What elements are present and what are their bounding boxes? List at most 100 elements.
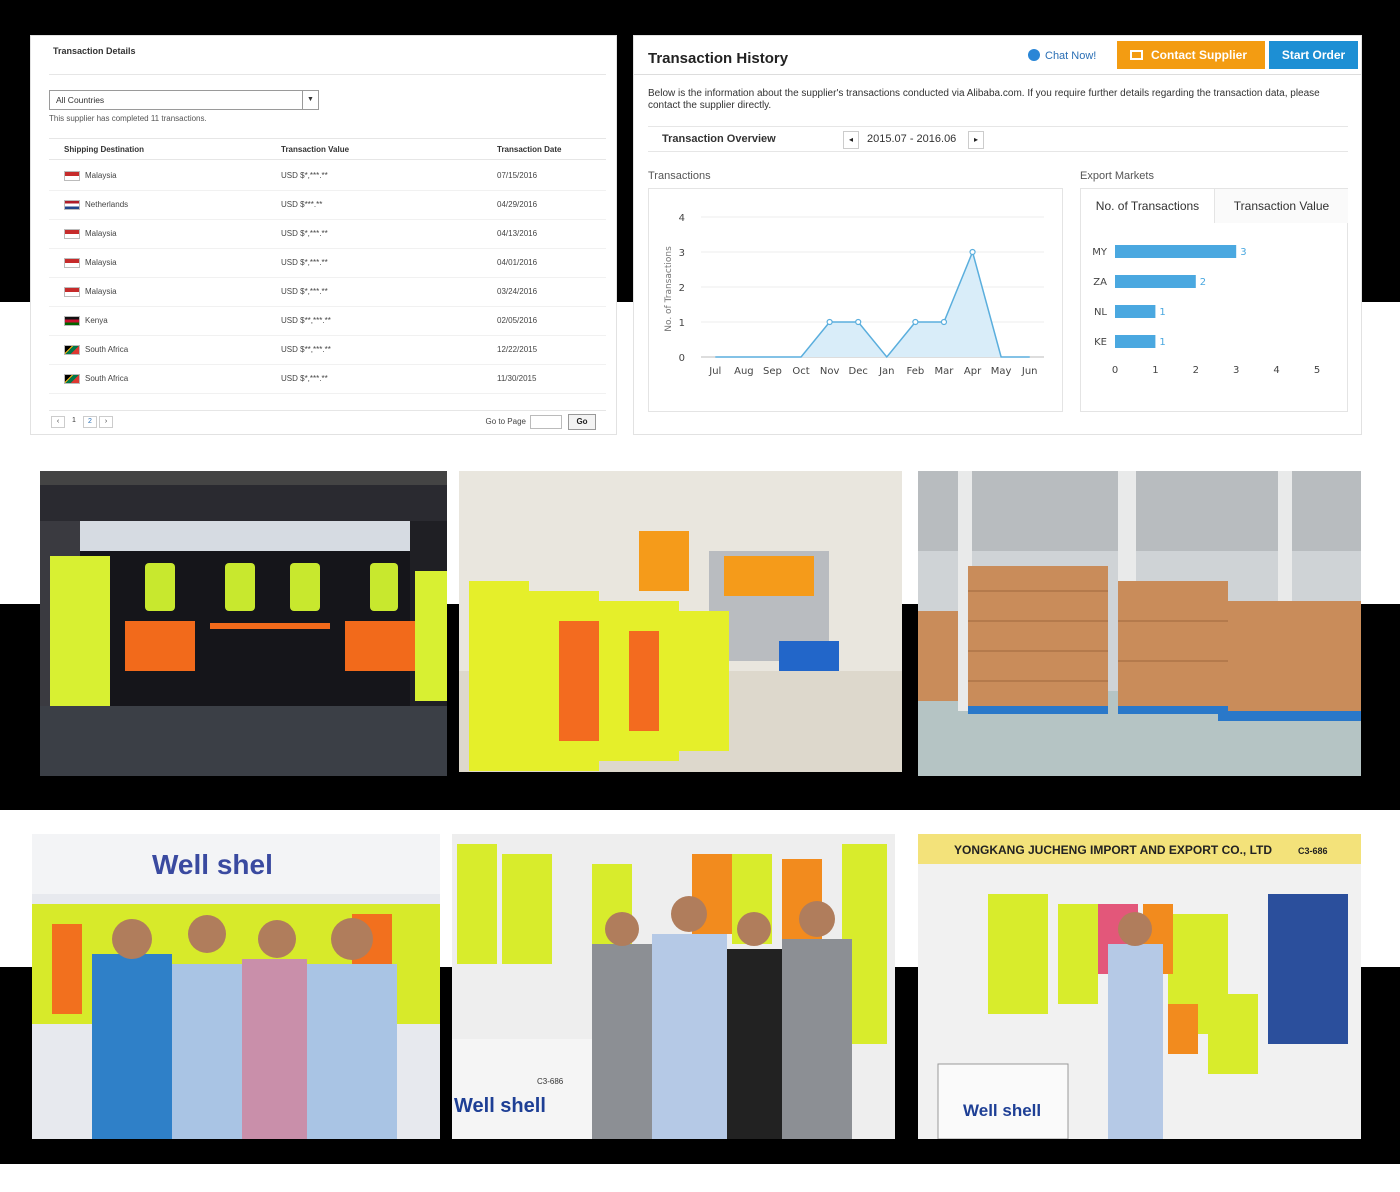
transaction-details-panel: Transaction Details All Countries ▼ This… [30,35,617,435]
overview-label: Transaction Overview [662,133,776,145]
country-select[interactable]: All Countries ▼ [49,90,319,110]
x-tick-label: 1 [1152,365,1158,376]
cell-value: USD $*,***.** [281,229,328,238]
history-title: Transaction History [648,50,789,67]
x-tick-label: Jan [878,366,894,377]
cell-date: 02/05/2016 [497,316,538,325]
tab-no-of-transactions[interactable]: No. of Transactions [1081,189,1214,223]
company-banner: YONGKANG JUCHENG IMPORT AND EXPORT CO., … [954,843,1272,857]
booth-sign-2: Well shell [454,1095,546,1117]
flag-my-icon [64,171,80,181]
cell-country: Netherlands [85,200,129,209]
cell-value: USD $*,***.** [281,374,328,383]
category-label: KE [1094,337,1107,348]
cell-date: 04/29/2016 [497,200,538,209]
x-tick-label: Jun [1021,366,1038,377]
cell-value: USD $**,***.** [281,316,331,325]
range-prev-button[interactable]: ◂ [843,131,859,149]
flag-my-icon [64,287,80,297]
cell-value: USD $**,***.** [281,345,331,354]
booth-photo-2: Well shell C3-686 [452,834,895,1139]
x-tick-label: 0 [1112,365,1118,376]
start-order-button[interactable]: Start Order [1269,41,1358,69]
go-button[interactable]: Go [568,414,596,430]
page-number-input[interactable] [530,415,562,429]
column-header-date[interactable]: Transaction Date [497,145,562,154]
y-axis-label: No. of Transactions [664,246,674,332]
cell-date: 04/13/2016 [497,229,538,238]
data-label: 1 [1159,337,1165,348]
cell-date: 07/15/2016 [497,171,538,180]
cell-value: USD $*,***.** [281,171,328,180]
chat-now-link[interactable]: Chat Now! [1028,49,1096,62]
table-row: Netherlands USD $***.** 04/29/2016 [49,191,606,220]
transactions-chart-box: 0 1 2 3 4 No. of Transactions Jul Aug Sep Oct Nov D… [648,188,1063,412]
cell-date: 04/01/2016 [497,258,538,267]
table-row: Kenya USD $**,***.** 02/05/2016 [49,307,606,336]
panel-title: Transaction Details [53,46,136,56]
country-select-value: All Countries [56,95,105,105]
divider [634,74,1361,75]
cell-date: 11/30/2015 [497,374,537,383]
x-tick-label: Nov [820,366,840,377]
table-header: Shipping Destination Transaction Value T… [49,138,606,160]
chat-icon [1028,49,1040,61]
column-header-value[interactable]: Transaction Value [281,145,350,154]
cell-country: Malaysia [85,229,117,238]
prev-page-button[interactable]: ‹ [51,416,65,428]
x-tick-label: Sep [763,366,782,377]
contact-supplier-label: Contact Supplier [1151,48,1248,62]
x-tick-label: May [991,366,1012,377]
bar [1115,335,1156,348]
export-markets-chart-box: No. of Transactions Transaction Value MY… [1080,188,1348,412]
cell-country: Malaysia [85,287,117,296]
table-row: Malaysia USD $*,***.** 04/13/2016 [49,220,606,249]
go-to-page-label: Go to Page [485,417,526,426]
data-point [969,248,976,256]
page-2-link[interactable]: 2 [83,416,97,428]
export-markets-bar-chart: MY 3 ZA 2 NL 1 KE 1 0 1 2 3 4 5 [1092,245,1320,376]
flag-my-icon [64,229,80,239]
data-point [940,318,948,326]
y-tick-label: 4 [679,213,685,224]
data-point [826,318,833,326]
category-label: NL [1094,307,1107,318]
table-row: South Africa USD $*,***.** 11/30/2015 [49,365,606,394]
booth-number-2: C3-686 [537,1077,564,1086]
cell-country: South Africa [85,345,129,354]
contact-supplier-button[interactable]: Contact Supplier [1117,41,1265,69]
date-range: 2015.07 - 2016.06 [867,133,957,145]
flag-ke-icon [64,316,80,326]
page-1-link[interactable]: 1 [67,416,81,428]
cell-date: 03/24/2016 [497,287,538,296]
x-tick-label: 4 [1273,365,1279,376]
intro-text: Below is the information about the suppl… [648,88,1320,111]
cell-country: Malaysia [85,258,117,267]
table-row: Malaysia USD $*,***.** 07/15/2016 [49,162,606,191]
export-markets-section-label: Export Markets [1080,170,1154,182]
data-label: 3 [1240,247,1246,258]
column-header-destination[interactable]: Shipping Destination [64,145,144,154]
y-tick-label: 0 [679,353,685,364]
booth-sign-1: Well shel [152,849,273,880]
flag-my-icon [64,258,80,268]
x-tick-label: Jul [708,366,721,377]
x-tick-label: Aug [734,366,754,377]
chevron-down-icon[interactable]: ▼ [302,91,318,109]
x-tick-label: Oct [792,366,809,377]
tab-transaction-value[interactable]: Transaction Value [1214,189,1348,223]
x-tick-label: Apr [964,366,982,377]
flag-za-icon [64,374,80,384]
y-tick-label: 1 [679,318,685,329]
table-row: South Africa USD $**,***.** 12/22/2015 [49,336,606,365]
x-tick-label: Dec [849,366,868,377]
next-page-button[interactable]: › [99,416,113,428]
x-tick-label: Feb [907,366,925,377]
transactions-section-label: Transactions [648,170,711,182]
data-point [855,318,862,326]
workshop-photo [459,471,902,772]
cell-country: South Africa [85,374,129,383]
export-tabs: No. of Transactions Transaction Value [1081,189,1348,223]
series-area [715,252,1030,357]
range-next-button[interactable]: ▸ [968,131,984,149]
